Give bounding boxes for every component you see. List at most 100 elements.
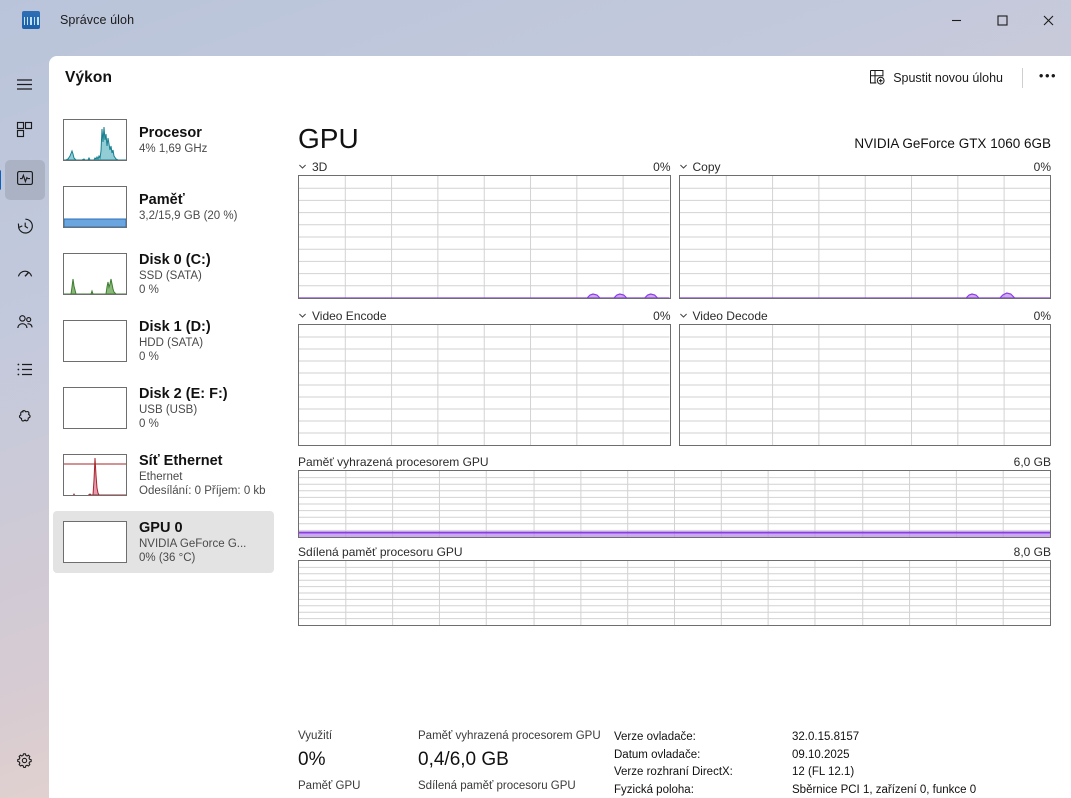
sidebar-item-startup-apps[interactable]: [5, 256, 45, 296]
info-value: 32.0.15.8157: [792, 731, 860, 743]
services-gear-icon: [16, 409, 34, 432]
engine-3d-label: 3D: [312, 159, 328, 174]
command-divider: [1022, 68, 1023, 88]
sidebar-item-app-history[interactable]: [5, 208, 45, 248]
chevron-down-icon[interactable]: [298, 311, 307, 320]
info-value: 09.10.2025: [792, 748, 850, 761]
shared-memory-stat-label: Sdílená paměť procesoru GPU: [418, 780, 576, 792]
info-key: Verze rozhraní DirectX:: [614, 766, 733, 778]
device-item-cpu[interactable]: Procesor 4% 1,69 GHz: [53, 109, 274, 171]
device-sub1: NVIDIA GeForce G...: [139, 537, 247, 550]
app-history-clock-icon: [16, 217, 34, 240]
info-value: 12 (FL 12.1): [792, 766, 855, 778]
engine-video-decode-value: 0%: [1033, 308, 1051, 323]
device-name: GPU 0: [139, 519, 183, 536]
device-name: Paměť: [139, 191, 185, 208]
device-text: Paměť 3,2/15,9 GB (20 %): [139, 192, 237, 223]
engine-row-1: 3D 0%: [298, 158, 1051, 299]
engine-copy-value: 0%: [1033, 159, 1051, 174]
chevron-down-icon[interactable]: [679, 162, 688, 171]
engine-video-encode-value: 0%: [653, 308, 671, 323]
stats-column-utilization: Využití 0% Paměť GPU 0,4/14,0 GB: [298, 728, 418, 798]
cpu-sparkline-thumbnail: [63, 119, 127, 161]
engine-3d-label-row[interactable]: 3D 0%: [298, 158, 671, 175]
device-sub1: SSD (SATA): [139, 269, 202, 282]
engine-panel-copy: Copy 0%: [678, 158, 1051, 299]
hamburger-menu-icon[interactable]: [5, 64, 45, 104]
sidebar-item-users[interactable]: [5, 304, 45, 344]
engine-panel-video-decode: Video Decode 0%: [678, 307, 1051, 446]
chevron-down-icon[interactable]: [298, 162, 307, 171]
settings-gear-icon[interactable]: [5, 740, 45, 780]
device-text: Síť Ethernet Ethernet Odesílání: 0 Příje…: [139, 453, 266, 498]
engine-video-decode-graph: [678, 324, 1051, 446]
engine-panel-video-encode: Video Encode 0%: [298, 307, 671, 446]
chevron-down-icon[interactable]: [679, 311, 688, 320]
details-list-icon: [16, 361, 33, 383]
engine-copy-label: Copy: [692, 159, 721, 174]
gpu-heading: GPU: [298, 123, 359, 154]
maximize-button[interactable]: [979, 0, 1025, 40]
run-new-task-label: Spustit novou úlohu: [893, 71, 1003, 85]
device-name: Procesor: [139, 124, 202, 141]
device-item-gpu0[interactable]: GPU 0 NVIDIA GeForce G... 0% (36 °C): [53, 511, 274, 573]
engine-video-encode-label-row[interactable]: Video Encode 0%: [298, 307, 671, 324]
page-title: Výkon: [65, 69, 113, 86]
device-name: Disk 0 (C:): [139, 251, 211, 268]
network-sparkline-thumbnail: [63, 454, 127, 496]
engine-panel-3d: 3D 0%: [298, 158, 671, 299]
device-text: Procesor 4% 1,69 GHz: [139, 125, 207, 156]
engine-video-decode-label-row[interactable]: Video Decode 0%: [679, 307, 1051, 324]
gpu-header: GPU NVIDIA GeForce GTX 1060 6GB: [298, 108, 1051, 154]
gpu-model-name: NVIDIA GeForce GTX 1060 6GB: [854, 136, 1051, 151]
gpu-detail-pane: GPU NVIDIA GeForce GTX 1060 6GB 3D 0%: [278, 100, 1071, 798]
dedicated-memory-stat-value: 0,4/6,0 GB: [418, 749, 509, 770]
disk1-empty-thumbnail: [63, 320, 127, 362]
more-options-button[interactable]: •••: [1038, 67, 1058, 83]
sidebar-item-services[interactable]: [5, 400, 45, 440]
dedicated-memory-stat-label: Paměť vyhrazená procesorem GPU: [418, 730, 601, 742]
device-item-disk1[interactable]: Disk 1 (D:) HDD (SATA) 0 %: [53, 310, 274, 372]
engine-video-decode-label: Video Decode: [692, 308, 768, 323]
dedicated-memory-graph: [298, 470, 1051, 538]
device-item-memory[interactable]: Paměť 3,2/15,9 GB (20 %): [53, 176, 274, 238]
memory-panel-shared: Sdílená paměť procesoru GPU 8,0 GB: [298, 543, 1051, 626]
close-button[interactable]: [1025, 0, 1071, 40]
run-new-task-button[interactable]: Spustit novou úlohu: [860, 63, 1012, 93]
navigation-rail: [0, 40, 49, 798]
device-item-network[interactable]: Síť Ethernet Ethernet Odesílání: 0 Příje…: [53, 444, 274, 506]
info-row-physical-location: Fyzická poloha: Sběrnice PCI 1, zařízení…: [614, 782, 976, 798]
minimize-button[interactable]: [933, 0, 979, 40]
utilization-value: 0%: [298, 749, 326, 770]
sidebar-item-details[interactable]: [5, 352, 45, 392]
device-sub2: 0 %: [139, 417, 159, 430]
info-row-driver-version: Verze ovladače: 32.0.15.8157: [614, 729, 976, 747]
sidebar-item-processes[interactable]: [5, 112, 45, 152]
info-key: Fyzická poloha:: [614, 783, 694, 796]
engine-copy-graph: [678, 175, 1051, 299]
shared-memory-graph: [298, 560, 1051, 626]
device-name: Disk 1 (D:): [139, 318, 211, 335]
window-title: Správce úloh: [60, 13, 135, 27]
gpu-memory-label: Paměť GPU: [298, 780, 361, 792]
engine-video-encode-graph: [298, 324, 671, 446]
device-text: Disk 0 (C:) SSD (SATA) 0 %: [139, 252, 211, 297]
dedicated-memory-label-row: Paměť vyhrazená procesorem GPU 6,0 GB: [298, 453, 1051, 470]
engine-3d-graph: [298, 175, 671, 299]
disk0-sparkline-thumbnail: [63, 253, 127, 295]
memory-bar-thumbnail: [63, 186, 127, 228]
device-sub1: USB (USB): [139, 403, 198, 416]
info-key: Datum ovladače:: [614, 748, 701, 761]
engine-copy-label-row[interactable]: Copy 0%: [679, 158, 1051, 175]
device-name: Síť Ethernet: [139, 452, 223, 469]
shared-memory-max: 8,0 GB: [1013, 544, 1051, 559]
command-bar: Výkon Spustit novou úlohu •••: [49, 56, 1071, 100]
dedicated-memory-max: 6,0 GB: [1013, 454, 1051, 469]
sidebar-item-performance[interactable]: [0, 160, 45, 200]
device-text: Disk 2 (E: F:) USB (USB) 0 %: [139, 386, 228, 431]
device-item-disk2[interactable]: Disk 2 (E: F:) USB (USB) 0 %: [53, 377, 274, 439]
window-controls: [933, 0, 1071, 40]
device-sub1: 4% 1,69 GHz: [139, 142, 208, 155]
device-item-disk0[interactable]: Disk 0 (C:) SSD (SATA) 0 %: [53, 243, 274, 305]
processes-grid-icon: [16, 121, 33, 143]
